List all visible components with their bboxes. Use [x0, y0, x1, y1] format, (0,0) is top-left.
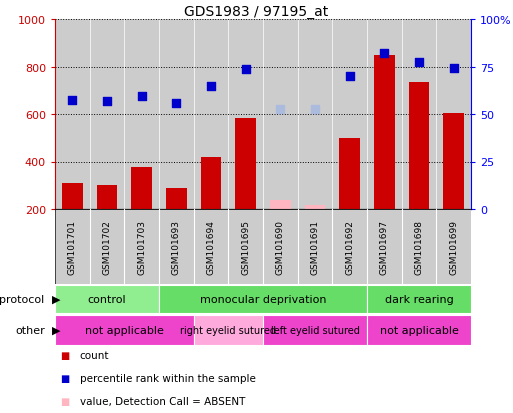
Text: GSM101702: GSM101702 [103, 220, 111, 274]
Text: GSM101695: GSM101695 [241, 219, 250, 274]
Point [276, 107, 284, 113]
Bar [374, 55, 394, 209]
Bar [62, 183, 83, 209]
Bar [55, 20, 90, 209]
Bar [124, 20, 159, 209]
Text: not applicable: not applicable [85, 325, 164, 335]
Point [137, 94, 146, 100]
Text: GSM101690: GSM101690 [276, 219, 285, 274]
Text: monocular deprivation: monocular deprivation [200, 294, 326, 304]
Text: value, Detection Call = ABSENT: value, Detection Call = ABSENT [80, 396, 245, 406]
Bar [55, 285, 159, 313]
Text: GSM101701: GSM101701 [68, 219, 77, 274]
Point [449, 65, 458, 72]
Bar [201, 157, 222, 209]
Point [242, 66, 250, 73]
Text: other: other [15, 325, 45, 335]
Text: GSM101703: GSM101703 [137, 219, 146, 274]
Text: not applicable: not applicable [380, 325, 459, 335]
Point [103, 98, 111, 105]
Bar [235, 118, 256, 209]
Text: left eyelid sutured: left eyelid sutured [270, 325, 360, 335]
Bar [166, 188, 187, 209]
Bar [443, 114, 464, 209]
Point [172, 101, 181, 107]
Text: GSM101694: GSM101694 [207, 220, 215, 274]
Text: percentile rank within the sample: percentile rank within the sample [80, 373, 255, 383]
Point [311, 107, 319, 113]
Text: protocol: protocol [0, 294, 45, 304]
Bar [228, 20, 263, 209]
Text: GSM101699: GSM101699 [449, 219, 458, 274]
Bar [55, 315, 194, 346]
Text: GSM101693: GSM101693 [172, 219, 181, 274]
Bar [270, 200, 291, 209]
Bar [96, 186, 117, 209]
Text: GSM101692: GSM101692 [345, 220, 354, 274]
Text: ■: ■ [60, 396, 69, 406]
Bar [367, 285, 471, 313]
Text: right eyelid sutured: right eyelid sutured [181, 325, 277, 335]
Bar [408, 83, 429, 209]
Text: ▶: ▶ [52, 325, 61, 335]
Point [207, 83, 215, 90]
Point [380, 51, 388, 57]
Text: ■: ■ [60, 373, 69, 383]
Bar [332, 20, 367, 209]
Bar [339, 138, 360, 209]
Text: GSM101697: GSM101697 [380, 219, 389, 274]
Bar [159, 285, 367, 313]
Text: ▶: ▶ [52, 294, 61, 304]
Text: GSM101698: GSM101698 [415, 219, 424, 274]
Bar [367, 20, 402, 209]
Point [415, 59, 423, 66]
Text: control: control [88, 294, 126, 304]
Bar [159, 20, 194, 209]
Point [346, 74, 354, 80]
Bar [402, 20, 437, 209]
Bar [90, 20, 124, 209]
Bar [131, 168, 152, 209]
Bar [298, 20, 332, 209]
Text: ■: ■ [60, 350, 69, 360]
Bar [437, 20, 471, 209]
Bar [194, 315, 263, 346]
Bar [367, 315, 471, 346]
Bar [194, 20, 228, 209]
Text: GSM101691: GSM101691 [310, 219, 320, 274]
Text: count: count [80, 350, 109, 360]
Bar [263, 20, 298, 209]
Point [68, 97, 76, 104]
Text: dark rearing: dark rearing [385, 294, 453, 304]
Bar [263, 315, 367, 346]
Bar [305, 206, 325, 209]
Text: GDS1983 / 97195_at: GDS1983 / 97195_at [184, 5, 329, 19]
